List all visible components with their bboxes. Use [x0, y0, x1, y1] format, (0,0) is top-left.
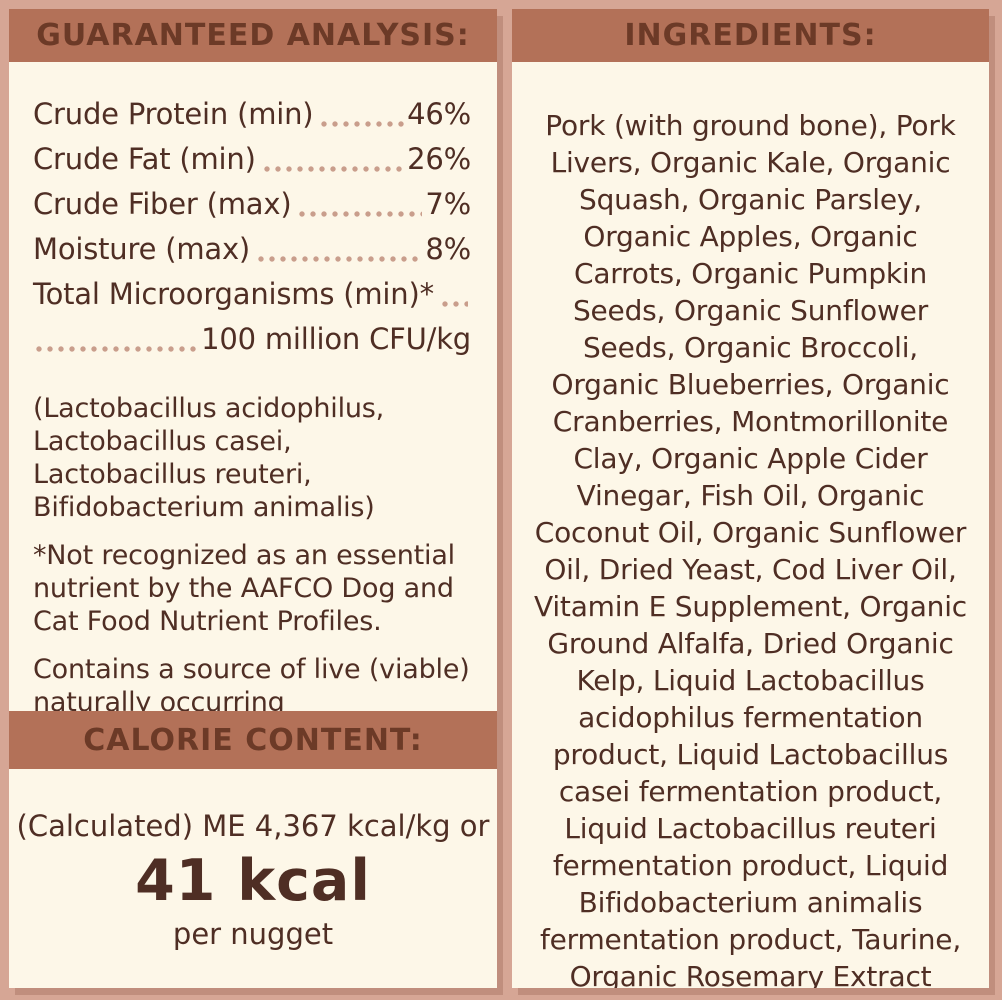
ingredients-list: Pork (with ground bone), Pork Livers, Or…: [534, 109, 967, 988]
aafco-footnote: *Not recognized as an essential nutrient…: [33, 540, 455, 637]
guaranteed-analysis-body: Crude Protein (min) 46% Crude Fat (min) …: [9, 62, 497, 711]
analysis-label: Moisture (max): [33, 232, 251, 266]
analysis-value: 100 million CFU/kg: [201, 322, 471, 356]
calorie-metabolizable-energy: (Calculated) ME 4,367 kcal/kg or: [16, 809, 490, 843]
analysis-row-moisture: Moisture (max) 8%: [33, 227, 471, 272]
analysis-label: Crude Fat (min): [33, 142, 256, 176]
analysis-row-crude-fiber: Crude Fiber (max) 7%: [33, 182, 471, 227]
analysis-label: Total Microorganisms (min)*: [33, 277, 434, 311]
calorie-per-nugget-unit: per nugget: [172, 917, 334, 951]
analysis-value: 26%: [407, 142, 471, 176]
ingredients-title: INGREDIENTS:: [624, 18, 877, 53]
dot-leader: [321, 121, 405, 127]
analysis-row-microorganisms: Total Microorganisms (min)*: [33, 272, 471, 317]
microorganisms-list: (Lactobacillus acidophilus, Lactobacillu…: [33, 393, 385, 523]
analysis-value: 7%: [425, 187, 471, 221]
analysis-label: Crude Protein (min): [33, 97, 314, 131]
guaranteed-analysis-panel: GUARANTEED ANALYSIS: Crude Protein (min)…: [9, 9, 497, 988]
analysis-row-microorganisms-value: 100 million CFU/kg: [33, 317, 471, 362]
analysis-label: Crude Fiber (max): [33, 187, 292, 221]
dot-leader: [441, 301, 468, 307]
calorie-content-body: (Calculated) ME 4,367 kcal/kg or 41 kcal…: [9, 769, 497, 988]
guaranteed-analysis-title: GUARANTEED ANALYSIS:: [36, 18, 470, 53]
analysis-row-crude-fat: Crude Fat (min) 26%: [33, 137, 471, 182]
calorie-content-title: CALORIE CONTENT:: [83, 722, 423, 758]
analysis-value: 46%: [407, 97, 471, 131]
dot-leader: [36, 346, 199, 352]
dot-leader: [263, 166, 405, 172]
dot-leader: [258, 256, 423, 262]
calorie-per-nugget-value: 41 kcal: [135, 848, 371, 914]
live-microorganisms-note: Contains a source of live (viable) natur…: [33, 654, 470, 711]
ingredients-header: INGREDIENTS:: [512, 9, 989, 62]
calorie-content-header: CALORIE CONTENT:: [9, 711, 497, 769]
analysis-row-crude-protein: Crude Protein (min) 46%: [33, 92, 471, 137]
guaranteed-analysis-header: GUARANTEED ANALYSIS:: [9, 9, 497, 62]
ingredients-panel: INGREDIENTS: Pork (with ground bone), Po…: [512, 9, 989, 988]
dot-leader: [299, 211, 423, 217]
analysis-value: 8%: [425, 232, 471, 266]
